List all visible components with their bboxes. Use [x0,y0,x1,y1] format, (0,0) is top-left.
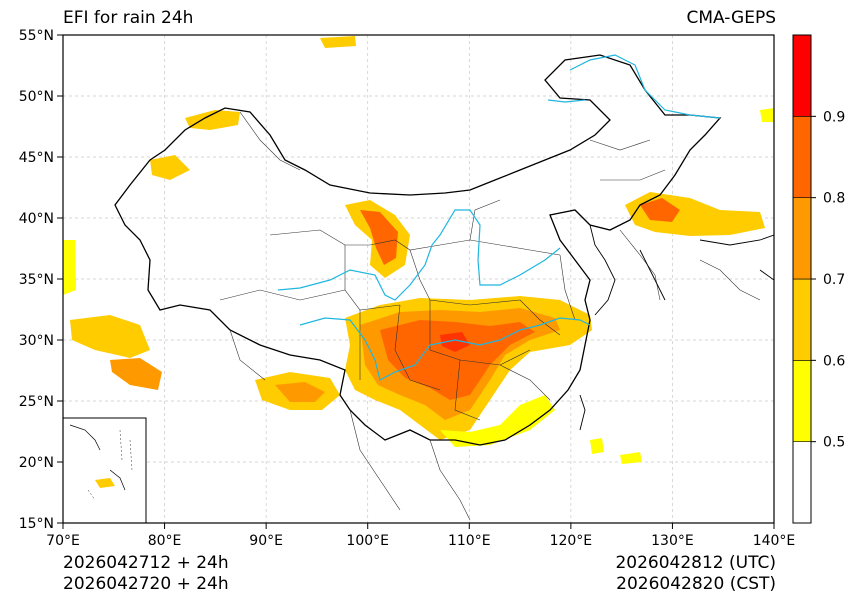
efi-region-yangtze-deep [380,320,535,400]
lon-tick-label: 130°E [651,533,694,549]
lat-tick-label: 55°N [19,28,54,44]
colorbar: 0.5 0.6 0.7 0.8 0.9 [792,34,845,524]
efi-region-yellow-edge [440,395,555,447]
china-border [114,54,722,446]
lon-tick-label: 120°E [550,533,593,549]
efi-region-tibet-orange [275,382,325,402]
lat-tick-label: 20°N [19,455,54,471]
efi-shading [63,36,774,464]
efi-region-small-4 [760,108,774,122]
lon-tick-label: 70°E [46,533,80,549]
title-left: EFI for rain 24h [63,8,194,28]
footer-left-line1: 2026042712 + 24h [63,553,229,573]
lat-tick-label: 35°N [19,272,54,288]
longitude-axis: 70°E 80°E 90°E 100°E 110°E 120°E 130°E 140°E [46,523,795,549]
lon-tick-label: 90°E [249,533,283,549]
lon-tick-label: 100°E [346,533,389,549]
latitude-axis: 15°N 20°N 25°N 30°N 35°N 40°N 45°N 50°N 55°N [19,28,63,532]
lon-tick-label: 110°E [448,533,491,549]
lat-tick-label: 45°N [19,150,54,166]
neighbor-borders [229,111,761,521]
map-area [63,35,774,523]
rivers [277,54,721,381]
lat-tick-label: 30°N [19,333,54,349]
colorbar-segment [792,34,812,117]
efi-region-west-2 [110,358,162,390]
lat-tick-label: 25°N [19,394,54,410]
efi-region-small-2 [620,452,642,464]
footer-left-line2: 2026042720 + 24h [63,574,229,594]
footer-right: 2026042812 (UTC) 2026042820 (CST) [615,553,776,595]
efi-region-gansu-orange [360,210,398,265]
lat-tick-label: 15°N [19,516,54,532]
efi-region-yangtze-red [440,332,470,352]
lon-tick-label: 140°E [753,533,796,549]
efi-region-north-1 [185,110,240,130]
colorbar-segment [792,116,812,198]
efi-region-west-3 [63,240,76,295]
lat-tick-label: 40°N [19,211,54,227]
footer-right-line2: 2026042820 (CST) [616,574,776,594]
colorbar-tick-label: 0.6 [823,353,845,369]
province-borders [219,139,666,421]
colorbar-tick-label: 0.8 [823,191,845,207]
coastlines [579,224,774,431]
south-china-sea-inset [63,417,147,523]
colorbar-tick-label: 0.5 [823,435,845,451]
yangtze-river [299,317,591,381]
efi-region-small-3 [320,36,356,48]
colorbar-segment [792,278,812,361]
efi-region-small-1 [590,438,604,454]
colorbar-segment [792,197,812,280]
efi-region-north-2 [150,155,190,180]
colorbar-tick-label: 0.9 [823,109,845,125]
lon-tick-label: 80°E [148,533,182,549]
footer-left: 2026042712 + 24h 2026042720 + 24h [63,553,229,595]
title-right: CMA-GEPS [686,8,776,28]
heilongjiang-river [569,54,721,119]
yellow-river [277,209,561,301]
efi-region-west-1 [70,315,150,358]
colorbar-tick-label: 0.7 [823,272,845,288]
efi-region-korea-orange [640,198,680,222]
lat-tick-label: 50°N [19,89,54,105]
colorbar-segment [792,441,812,524]
footer-right-line1: 2026042812 (UTC) [615,553,776,573]
colorbar-segment [792,360,812,442]
